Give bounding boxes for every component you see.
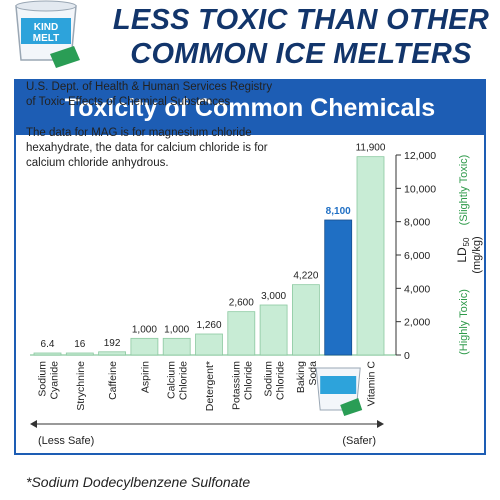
bar-value-label-3: 1,000 [132,324,157,335]
bar-value-label-5: 1,260 [196,320,221,331]
bar-value-label-4: 1,000 [164,324,189,335]
y-axis-label-units: (mg/kg) [471,236,483,273]
category-label-5: Detergent* [204,361,216,411]
bar-value-label-1: 16 [74,339,86,350]
bucket-label-kind: KIND [34,22,58,33]
range-arrow-left-head [30,420,37,428]
category-label-10: Vitamin C [366,361,378,407]
chart-panel: Toxicity of Common Chemicals [14,79,486,455]
bar-0 [33,352,62,356]
bar-8 [291,284,320,356]
category-label-7: SodiumChloride [263,361,287,400]
axis-bottom-label: (Highly Toxic) [458,289,470,355]
bar-value-label-9: 8,100 [326,206,351,217]
range-right-label: (Safer) [342,435,376,447]
category-label-8: BakingSoda [295,361,319,393]
panel-title: Toxicity of Common Chemicals [16,81,484,135]
category-label-3: Aspirin [139,361,151,393]
category-label-6: PotassiumChloride [230,361,254,410]
y-axis-label-ld: LD [455,247,469,263]
category-label-4: CalciumChloride [166,361,190,400]
range-arrow-right-head [377,420,384,428]
y-tick-label-3: 6,000 [404,250,430,262]
bar-4 [162,337,191,356]
bar-value-label-2: 192 [104,338,121,349]
bar-value-label-0: 6.4 [41,339,55,350]
category-label-0: SodiumCyanide [37,361,61,400]
bar-10 [356,156,385,356]
axis-top-label: (Slightly Toxic) [458,155,470,226]
header-line-1: LESS TOXIC THAN OTHER [112,4,490,36]
product-scoop [340,398,363,416]
bar-3 [130,337,159,356]
bar-value-label-7: 3,000 [261,291,286,302]
product-bucket-image: KIND MELT [15,0,80,68]
source-text: U.S. Dept. of Health & Human Services Re… [26,81,273,108]
footnote: *Sodium Dodecylbenzene Sulfonate [26,474,251,490]
bar-7 [259,304,288,356]
product-bucket-small-label-band [320,376,357,394]
y-tick-label-5: 10,000 [404,183,436,195]
bar-value-label-6: 2,600 [229,298,254,309]
y-tick-label-1: 2,000 [404,317,430,329]
bar-6 [227,311,256,356]
header-line-2: COMMON ICE MELTERS [130,38,472,70]
note-text: The data for MAG is for magnesium chlori… [26,127,268,169]
y-axis-label-subscript: 50 [462,237,471,246]
y-tick-label-6: 12,000 [404,150,436,162]
range-left-label: (Less Safe) [38,435,94,447]
category-label-2: Caffeine [107,361,119,400]
y-tick-label-4: 8,000 [404,217,430,229]
bar-2 [98,351,126,356]
category-label-1: Strychnine [75,361,87,411]
bar-value-label-10: 11,900 [356,143,386,154]
y-tick-label-2: 4,000 [404,283,430,295]
bar-9 [324,219,353,356]
bucket-label-melt: MELT [33,33,59,44]
bar-value-label-8: 4,220 [293,271,318,282]
bar-5 [195,333,223,356]
y-tick-label-0: 0 [404,350,410,362]
bar-1 [65,352,94,356]
